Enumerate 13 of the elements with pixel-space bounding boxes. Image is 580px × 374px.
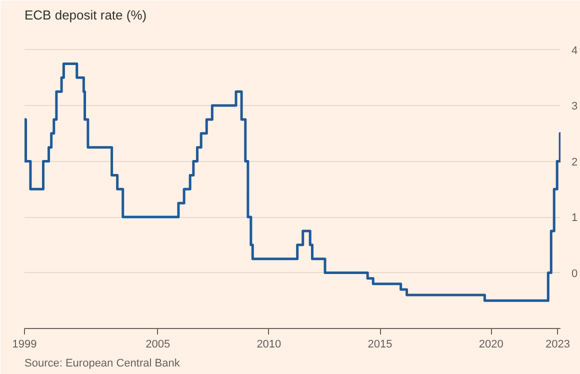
x-tick-label: 1999 <box>12 338 37 350</box>
y-tick-label: 3 <box>572 100 578 113</box>
y-tick-label: 2 <box>572 156 578 168</box>
source-note: Source: European Central Bank <box>24 358 180 370</box>
x-tick-label: 2005 <box>146 338 170 350</box>
x-tick-label: 2023 <box>546 338 570 350</box>
x-tick-label: 2020 <box>478 338 504 350</box>
y-tick-label: 0 <box>572 268 578 280</box>
x-tick-label: 2015 <box>368 338 392 350</box>
chart-title: ECB deposit rate (%) <box>24 8 147 22</box>
y-tick-label: 4 <box>572 44 578 57</box>
y-tick-label: 1 <box>572 212 578 224</box>
x-tick-label: 2010 <box>256 338 282 350</box>
